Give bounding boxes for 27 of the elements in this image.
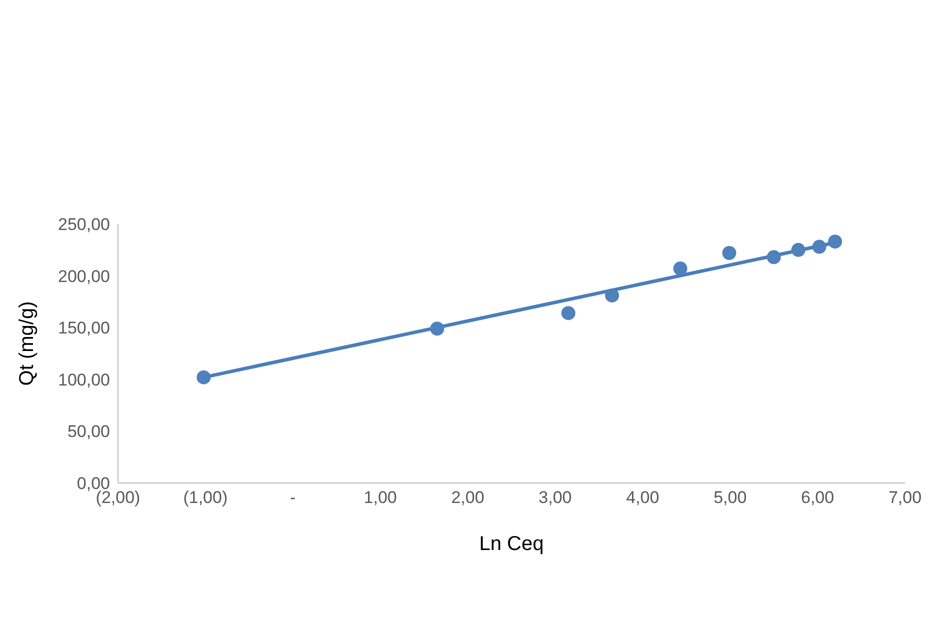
x-axis-title: Ln Ceq	[479, 533, 544, 555]
point	[828, 234, 842, 249]
x-tick-label: 5,00	[714, 488, 747, 508]
x-tick-label: 1,00	[364, 488, 397, 508]
x-tick-label: 3,00	[538, 488, 572, 508]
point	[561, 306, 576, 320]
x-tick-label: (1,00)	[183, 488, 228, 508]
point	[766, 250, 781, 264]
y-axis-title: Qt (mg/g)	[16, 301, 38, 386]
point	[605, 288, 620, 302]
y-tick-label: 250,00	[58, 215, 110, 234]
x-tick-label: 4,00	[626, 488, 660, 508]
y-tick-label: 150,00	[58, 318, 110, 338]
point	[673, 262, 688, 276]
point	[812, 240, 826, 254]
y-tick-label: 50,00	[67, 422, 110, 442]
y-tick-label: 200,00	[58, 266, 110, 286]
x-tick-label: 7,00	[888, 488, 922, 508]
x-tick-label: -	[290, 488, 296, 508]
point	[791, 242, 806, 257]
x-tick-label: 6,00	[801, 488, 834, 508]
point	[430, 322, 444, 336]
x-tick-label: (2,00)	[96, 488, 140, 508]
x-tick-label: 2,00	[451, 488, 484, 508]
y-tick-label: 100,00	[58, 370, 110, 390]
point	[196, 370, 211, 384]
point	[722, 246, 736, 260]
